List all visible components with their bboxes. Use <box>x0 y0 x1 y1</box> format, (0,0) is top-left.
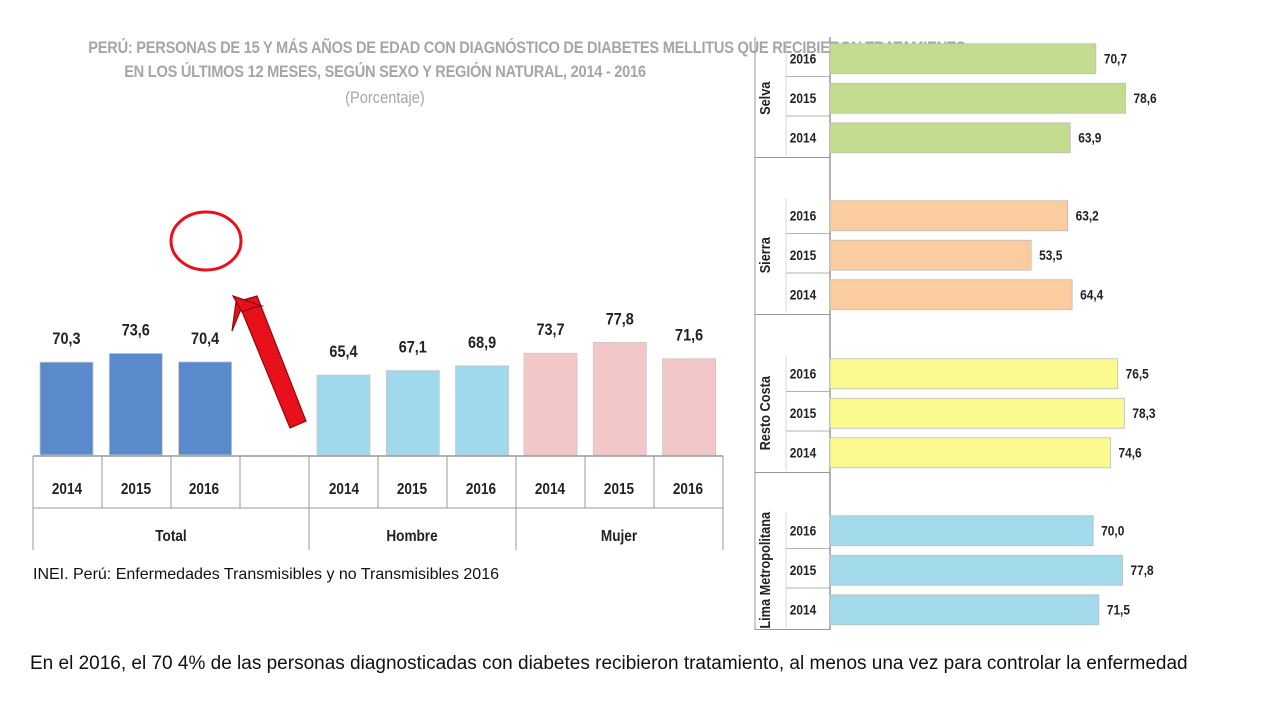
bar-selva-2014 <box>829 122 1071 154</box>
x-group-label-mujer: Mujer <box>601 528 637 545</box>
data-label-lima-metropolitana-2015: 77,8 <box>1131 562 1154 578</box>
data-label-hombre-2016: 68,9 <box>468 334 496 352</box>
bar-resto-costa-2016 <box>829 358 1119 390</box>
data-label-sierra-2015: 53,5 <box>1039 247 1062 263</box>
data-label-mujer-2015: 77,8 <box>606 310 634 328</box>
bar-selva-2016 <box>829 43 1097 75</box>
x-tick-label-total-2016: 2016 <box>189 481 219 498</box>
x-tick-label-mujer-2014: 2014 <box>535 481 566 498</box>
bar-sierra-2016 <box>829 200 1069 232</box>
highlight-circle <box>169 210 243 272</box>
x-tick-label-hombre-2016: 2016 <box>466 481 496 498</box>
vertical-bar-chart: 70,3 73,6 70,4 65,4 67,1 68,9 73,7 77,8 71,6 2014… <box>32 210 724 550</box>
bar-lima-metropolitana-2015 <box>829 554 1123 586</box>
y-group-label-selva: Selva <box>756 81 773 115</box>
bar-resto-costa-2014 <box>829 437 1111 469</box>
chart-subtitle: (Porcentaje) <box>345 88 425 107</box>
y-tick-label-selva-2014: 2014 <box>790 130 817 146</box>
data-label-lima-metropolitana-2016: 70,0 <box>1101 523 1124 539</box>
y-tick-label-selva-2015: 2015 <box>790 90 816 106</box>
bar-lima-metropolitana-2014 <box>829 594 1100 626</box>
red-arrow-head-icon <box>231 294 265 313</box>
data-label-mujer-2016: 71,6 <box>675 327 703 345</box>
data-label-selva-2016: 70,7 <box>1104 51 1127 67</box>
y-tick-label-sierra-2016: 2016 <box>790 208 816 224</box>
y-tick-label-lima-metropolitana-2014: 2014 <box>790 602 817 618</box>
chart-title-line-2: EN LOS ÚLTIMOS 12 MESES, SEGÚN SEXO Y RE… <box>124 62 646 81</box>
caption-text: En el 2016, el 70 4% de las personas dia… <box>30 653 1188 674</box>
data-label-mujer-2014: 73,7 <box>536 321 564 339</box>
bar-hombre-2014 <box>316 374 371 456</box>
y-group-label-sierra: Sierra <box>756 237 773 273</box>
y-tick-label-lima-metropolitana-2015: 2015 <box>790 562 816 578</box>
x-group-label-total: Total <box>155 528 186 545</box>
y-tick-label-sierra-2015: 2015 <box>790 247 816 263</box>
data-label-sierra-2016: 63,2 <box>1076 208 1099 224</box>
x-tick-label-hombre-2015: 2015 <box>397 481 427 498</box>
y-group-label-lima-metropolitana: Lima Metropolitana <box>756 512 773 629</box>
bar-mujer-2016 <box>662 358 716 456</box>
x-group-label-hombre: Hombre <box>386 528 437 545</box>
bar-sierra-2015 <box>829 239 1032 271</box>
y-tick-label-lima-metropolitana-2016: 2016 <box>790 523 816 539</box>
y-tick-label-resto-costa-2016: 2016 <box>790 366 816 382</box>
bar-hombre-2015 <box>385 370 440 456</box>
data-label-total-2015: 73,6 <box>122 321 150 339</box>
bar-resto-costa-2015 <box>829 397 1125 429</box>
data-label-resto-costa-2016: 76,5 <box>1126 366 1149 382</box>
data-label-total-2016: 70,4 <box>191 330 219 348</box>
bar-total-2015 <box>108 353 163 456</box>
data-label-total-2014: 70,3 <box>52 330 80 348</box>
y-tick-label-resto-costa-2014: 2014 <box>790 445 817 461</box>
data-label-selva-2015: 78,6 <box>1134 90 1157 106</box>
data-label-selva-2014: 63,9 <box>1078 130 1101 146</box>
data-label-resto-costa-2015: 78,3 <box>1132 405 1155 421</box>
x-tick-label-total-2014: 2014 <box>52 481 83 498</box>
y-tick-label-resto-costa-2015: 2015 <box>790 405 816 421</box>
bar-total-2014 <box>39 361 94 456</box>
y-tick-label-selva-2016: 2016 <box>790 51 816 67</box>
data-label-hombre-2014: 65,4 <box>329 343 357 361</box>
y-tick-label-sierra-2014: 2014 <box>790 287 817 303</box>
bar-hombre-2016 <box>455 365 510 456</box>
bar-lima-metropolitana-2016 <box>829 515 1094 547</box>
x-tick-label-hombre-2014: 2014 <box>329 481 360 498</box>
data-label-sierra-2014: 64,4 <box>1080 287 1104 303</box>
data-label-resto-costa-2014: 74,6 <box>1118 445 1141 461</box>
bar-mujer-2014 <box>523 352 578 456</box>
bar-mujer-2015 <box>592 342 647 456</box>
bar-total-2016 <box>178 361 233 456</box>
data-label-lima-metropolitana-2014: 71,5 <box>1107 602 1130 618</box>
source-note: INEI. Perú: Enfermedades Transmisibles y… <box>33 566 499 583</box>
bar-selva-2015 <box>829 82 1126 114</box>
bar-sierra-2014 <box>829 279 1073 311</box>
x-tick-label-total-2015: 2015 <box>121 481 151 498</box>
y-group-label-resto-costa: Resto Costa <box>756 376 773 451</box>
data-label-hombre-2015: 67,1 <box>399 339 427 357</box>
x-tick-label-mujer-2016: 2016 <box>673 481 703 498</box>
red-arrow-icon <box>231 295 307 429</box>
x-tick-label-mujer-2015: 2015 <box>604 481 634 498</box>
